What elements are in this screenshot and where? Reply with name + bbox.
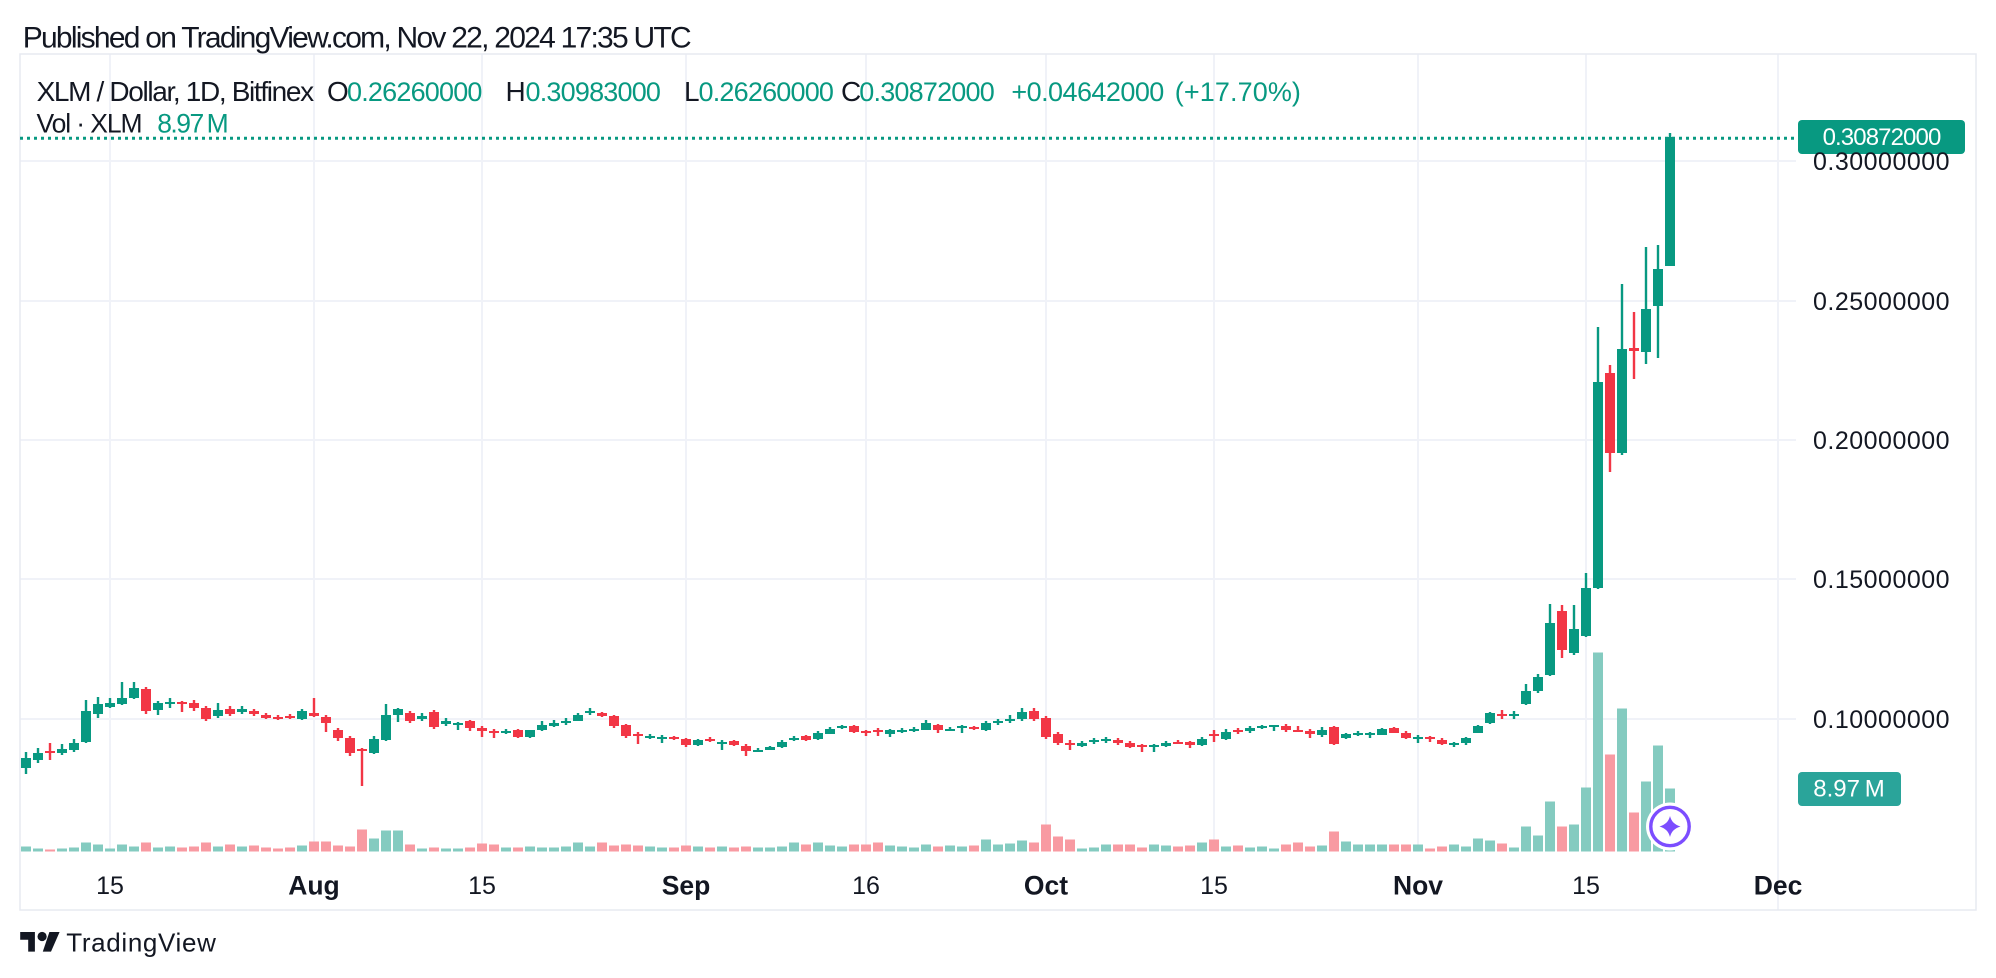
svg-text:Published on TradingView.com,: Published on TradingView.com, Nov 22, 20… bbox=[23, 22, 691, 55]
svg-text:0.26260000: 0.26260000 bbox=[699, 77, 834, 107]
svg-text:8.97 M: 8.97 M bbox=[157, 109, 227, 139]
svg-text:H: H bbox=[506, 76, 526, 107]
svg-text:0.25000000: 0.25000000 bbox=[1813, 288, 1950, 316]
svg-text:Vol · XLM: Vol · XLM bbox=[37, 109, 142, 139]
svg-text:Dec: Dec bbox=[1754, 871, 1803, 901]
svg-text:XLM / Dollar, 1D, Bitfinex: XLM / Dollar, 1D, Bitfinex bbox=[37, 76, 314, 107]
svg-text:TradingView: TradingView bbox=[66, 928, 216, 958]
svg-text:15: 15 bbox=[96, 872, 124, 900]
svg-text:0.30872000: 0.30872000 bbox=[1823, 124, 1941, 151]
svg-text:Oct: Oct bbox=[1024, 871, 1068, 901]
svg-text:0.30872000: 0.30872000 bbox=[859, 77, 994, 107]
svg-text:Sep: Sep bbox=[662, 871, 711, 901]
svg-text:15: 15 bbox=[1572, 872, 1600, 900]
svg-text:Aug: Aug bbox=[288, 871, 340, 901]
svg-text:0.30000000: 0.30000000 bbox=[1813, 148, 1950, 176]
svg-text:O: O bbox=[327, 76, 349, 107]
svg-text:0.20000000: 0.20000000 bbox=[1813, 427, 1950, 455]
svg-text:Nov: Nov bbox=[1393, 871, 1443, 901]
svg-text:(+17.70%): (+17.70%) bbox=[1175, 77, 1301, 107]
svg-text:+0.04642000: +0.04642000 bbox=[1011, 77, 1163, 107]
svg-text:0.10000000: 0.10000000 bbox=[1813, 706, 1950, 734]
svg-text:8.97 M: 8.97 M bbox=[1813, 776, 1885, 803]
svg-text:0.30983000: 0.30983000 bbox=[526, 77, 661, 107]
svg-text:15: 15 bbox=[1200, 872, 1228, 900]
svg-text:C: C bbox=[841, 76, 861, 107]
svg-text:0.15000000: 0.15000000 bbox=[1813, 566, 1950, 594]
svg-text:15: 15 bbox=[468, 872, 496, 900]
svg-text:16: 16 bbox=[852, 872, 880, 900]
svg-text:0.26260000: 0.26260000 bbox=[347, 77, 482, 107]
svg-text:L: L bbox=[684, 76, 700, 107]
